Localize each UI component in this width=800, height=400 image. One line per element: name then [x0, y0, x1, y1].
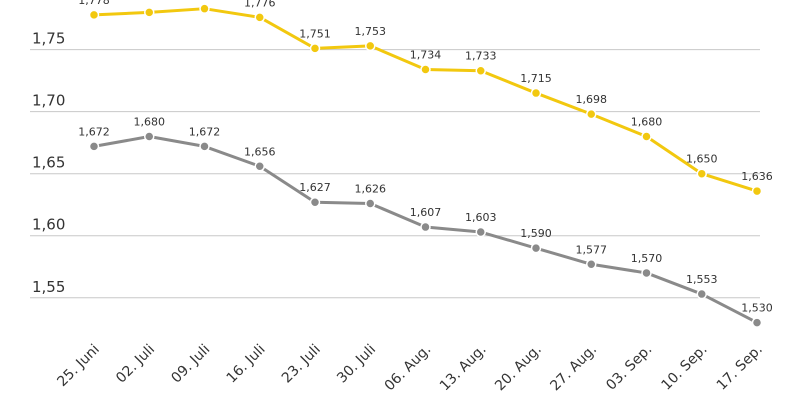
value-label: 1,680 — [134, 115, 166, 128]
value-label: 1,698 — [576, 93, 608, 106]
point — [88, 141, 100, 152]
point — [365, 198, 376, 209]
x-tick-label: 27. Aug. — [547, 342, 600, 395]
point — [475, 226, 486, 238]
point — [751, 317, 763, 328]
value-label: 1,733 — [465, 50, 497, 63]
point — [641, 267, 652, 279]
point — [309, 196, 321, 208]
value-label: 1,753 — [355, 25, 387, 38]
point — [530, 87, 542, 99]
value-label: 1,715 — [520, 72, 552, 85]
x-tick-label: 23. Juli — [279, 342, 324, 387]
x-tick-label: 17. Sep. — [714, 342, 766, 394]
value-label: 1,751 — [299, 27, 331, 40]
y-tick-label: 1,60 — [32, 216, 65, 234]
value-label: 1,734 — [410, 48, 442, 61]
point — [420, 64, 431, 75]
point — [254, 12, 265, 23]
x-tick-label: 10. Sep. — [659, 342, 711, 394]
point — [420, 221, 431, 233]
x-tick-label: 06. Aug. — [382, 342, 435, 395]
point — [586, 259, 597, 270]
line — [93, 7, 758, 193]
point — [641, 131, 652, 142]
x-tick-label: 16. Juli — [224, 342, 269, 387]
value-label: 1,626 — [355, 182, 387, 195]
x-tick-label: 30. Juli — [334, 342, 379, 387]
point — [309, 43, 321, 54]
value-label: 1,607 — [410, 206, 442, 219]
point — [254, 161, 265, 172]
value-label: 1,627 — [299, 181, 331, 194]
point — [475, 65, 486, 76]
y-tick-label: 1,70 — [32, 92, 65, 110]
y-tick-label: 1,75 — [32, 30, 65, 48]
value-label: 1,680 — [631, 115, 663, 128]
y-tick-label: 1,65 — [32, 154, 65, 172]
value-label: 1,672 — [189, 125, 221, 138]
point — [696, 288, 707, 300]
point — [751, 185, 763, 197]
value-label: 1,590 — [520, 227, 552, 240]
value-label: 1,577 — [576, 243, 608, 256]
point — [199, 3, 210, 14]
value-label: 1,530 — [741, 302, 773, 315]
x-tick-label: 13. Aug. — [437, 342, 490, 395]
point — [88, 9, 100, 21]
point — [586, 108, 597, 120]
x-tick-label: 20. Aug. — [492, 342, 545, 395]
value-label: 1,553 — [686, 273, 718, 286]
point — [365, 40, 376, 52]
value-label: 1,570 — [631, 252, 663, 265]
value-label: 1,603 — [465, 211, 497, 224]
value-label: 1,672 — [78, 125, 110, 138]
value-label: 1,636 — [741, 170, 773, 183]
value-label: 1,650 — [686, 153, 718, 166]
y-tick-label: 1,55 — [32, 278, 65, 296]
point — [530, 242, 542, 254]
x-tick-label: 02. Juli — [113, 342, 158, 387]
value-label: 1,656 — [244, 145, 276, 158]
value-label: 1,776 — [244, 0, 276, 9]
x-tick-label: 03. Sep. — [603, 342, 655, 394]
value-label: 1,778 — [78, 0, 110, 7]
x-tick-label: 25. Juni — [54, 342, 102, 390]
point — [696, 168, 707, 179]
point — [144, 7, 155, 18]
point — [144, 131, 155, 142]
point — [199, 141, 210, 152]
x-tick-label: 09. Juli — [168, 342, 213, 387]
